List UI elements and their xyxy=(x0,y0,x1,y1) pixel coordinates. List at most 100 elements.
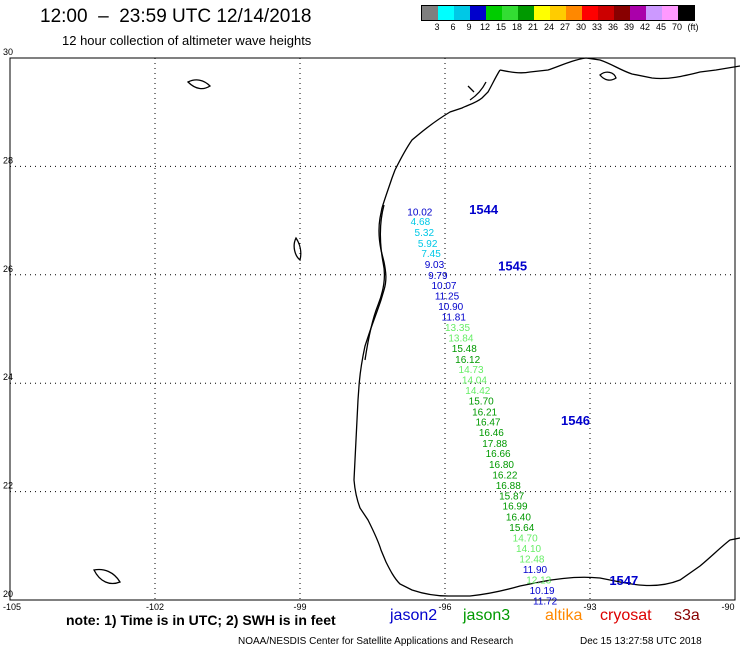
texas-coast xyxy=(353,69,541,597)
lon-label-5: -90 xyxy=(721,602,734,612)
legend-swatch-15 xyxy=(662,6,678,20)
legend-label-12: 39 xyxy=(623,22,634,32)
lat-label-5: 20 xyxy=(3,589,13,599)
legend-swatch-1 xyxy=(438,6,454,20)
legend-swatch-0 xyxy=(422,6,438,20)
satellite-jason2: jason2 xyxy=(390,607,438,624)
wave-height-29: 16.40 xyxy=(506,513,531,524)
wave-height-15: 14.73 xyxy=(459,365,484,376)
legend-swatch-3 xyxy=(470,6,486,20)
wave-height-18: 15.70 xyxy=(469,397,494,408)
lat-label-0: 30 xyxy=(3,47,13,57)
legend-swatch-9 xyxy=(566,6,582,20)
map-subtitle: 12 hour collection of altimeter wave hei… xyxy=(62,33,312,48)
legend-label-10: 33 xyxy=(591,22,602,32)
wave-height-19: 16.21 xyxy=(472,407,497,418)
satellite-s3a: s3a xyxy=(674,607,700,624)
legend-swatch-4 xyxy=(486,6,502,20)
wave-height-24: 16.80 xyxy=(489,460,514,471)
wave-height-6: 9.79 xyxy=(428,271,448,282)
bay-shape-1 xyxy=(293,236,302,262)
legend-label-14: 45 xyxy=(655,22,666,32)
legend-label-3: 12 xyxy=(479,22,490,32)
legend-swatches xyxy=(421,5,695,21)
lat-label-3: 24 xyxy=(3,372,13,382)
wave-height-1: 4.68 xyxy=(411,217,431,228)
wave-height-13: 15.48 xyxy=(452,344,477,355)
legend-swatch-6 xyxy=(518,6,534,20)
legend-label-1: 6 xyxy=(450,22,456,32)
wave-height-33: 12.48 xyxy=(519,554,544,565)
wave-height-37: 11.72 xyxy=(533,597,558,608)
legend-label-7: 24 xyxy=(543,22,554,32)
legend-label-2: 9 xyxy=(466,22,472,32)
wave-height-labels: 10.024.685.325.927.459.039.7910.0711.251… xyxy=(407,207,557,607)
wave-height-11: 13.35 xyxy=(445,323,470,334)
wave-height-25: 16.22 xyxy=(492,470,517,481)
legend-label-9: 30 xyxy=(575,22,586,32)
wave-height-32: 14.10 xyxy=(516,544,541,555)
wave-height-9: 10.90 xyxy=(438,302,463,313)
legend-label-6: 21 xyxy=(527,22,538,32)
wave-height-26: 16.88 xyxy=(496,481,521,492)
wave-height-14: 16.12 xyxy=(455,355,480,366)
wave-height-16: 14.04 xyxy=(462,375,487,386)
pass-label-3: 1547 xyxy=(609,573,638,588)
wave-height-20: 16.47 xyxy=(475,418,500,429)
legend-swatch-11 xyxy=(598,6,614,20)
pass-label-0: 1544 xyxy=(469,202,499,217)
lake-2 xyxy=(93,568,121,585)
satellite-cryosat: cryosat xyxy=(600,607,652,624)
wave-height-23: 16.66 xyxy=(486,449,511,460)
satellite-jason3: jason3 xyxy=(463,607,511,624)
legend-swatch-14 xyxy=(646,6,662,20)
wave-height-21: 16.46 xyxy=(479,428,504,439)
legend-swatch-12 xyxy=(614,6,630,20)
lat-label-2: 26 xyxy=(3,264,13,274)
map-frame xyxy=(9,57,736,601)
legend-label-16: (ft) xyxy=(687,22,699,32)
wave-height-4: 7.45 xyxy=(421,249,441,260)
wave-height-27: 15.87 xyxy=(499,491,524,502)
satellite-altika: altika xyxy=(545,607,583,624)
legend-swatch-7 xyxy=(534,6,550,20)
pass-label-2: 1546 xyxy=(561,413,590,428)
wave-height-7: 10.07 xyxy=(431,281,456,292)
wave-height-5: 9.03 xyxy=(425,260,445,271)
pass-label-1: 1545 xyxy=(498,259,527,274)
wave-height-36: 10.19 xyxy=(530,586,555,597)
wave-height-22: 17.88 xyxy=(482,439,507,450)
wave-height-31: 14.70 xyxy=(513,534,538,545)
legend-label-11: 36 xyxy=(607,22,618,32)
lon-label-3: -96 xyxy=(438,602,451,612)
lon-label-0: -105 xyxy=(3,602,21,612)
legend-label-4: 15 xyxy=(495,22,506,32)
wave-height-12: 13.84 xyxy=(448,334,473,345)
legend-swatch-16 xyxy=(678,6,694,20)
pass-labels: 1544 1545 1546 1547 xyxy=(469,202,638,588)
lon-label-4: -93 xyxy=(583,602,596,612)
legend-swatch-10 xyxy=(582,6,598,20)
wave-height-3: 5.92 xyxy=(418,239,438,250)
legend-swatch-5 xyxy=(502,6,518,20)
lon-label-2: -99 xyxy=(293,602,306,612)
wave-height-30: 15.64 xyxy=(509,523,534,534)
lon-label-1: -102 xyxy=(146,602,164,612)
wave-height-2: 5.32 xyxy=(415,228,435,239)
lat-label-1: 28 xyxy=(3,155,13,165)
wave-height-0: 10.02 xyxy=(407,207,432,218)
legend-swatch-13 xyxy=(630,6,646,20)
lat-label-4: 22 xyxy=(3,481,13,491)
coastline xyxy=(93,57,740,597)
galveston-bay xyxy=(467,81,487,101)
wave-height-17: 14.42 xyxy=(465,386,490,397)
legend-label-8: 27 xyxy=(559,22,570,32)
legend-label-15: 70 xyxy=(671,22,682,32)
map-title: 12:00 – 23:59 UTC 12/14/2018 xyxy=(40,6,312,27)
wave-height-34: 11.90 xyxy=(523,565,548,576)
gridlines xyxy=(9,57,736,601)
footer-credit: NOAA/NESDIS Center for Satellite Applica… xyxy=(238,636,514,647)
legend-swatch-8 xyxy=(550,6,566,20)
legend-label-13: 42 xyxy=(639,22,650,32)
